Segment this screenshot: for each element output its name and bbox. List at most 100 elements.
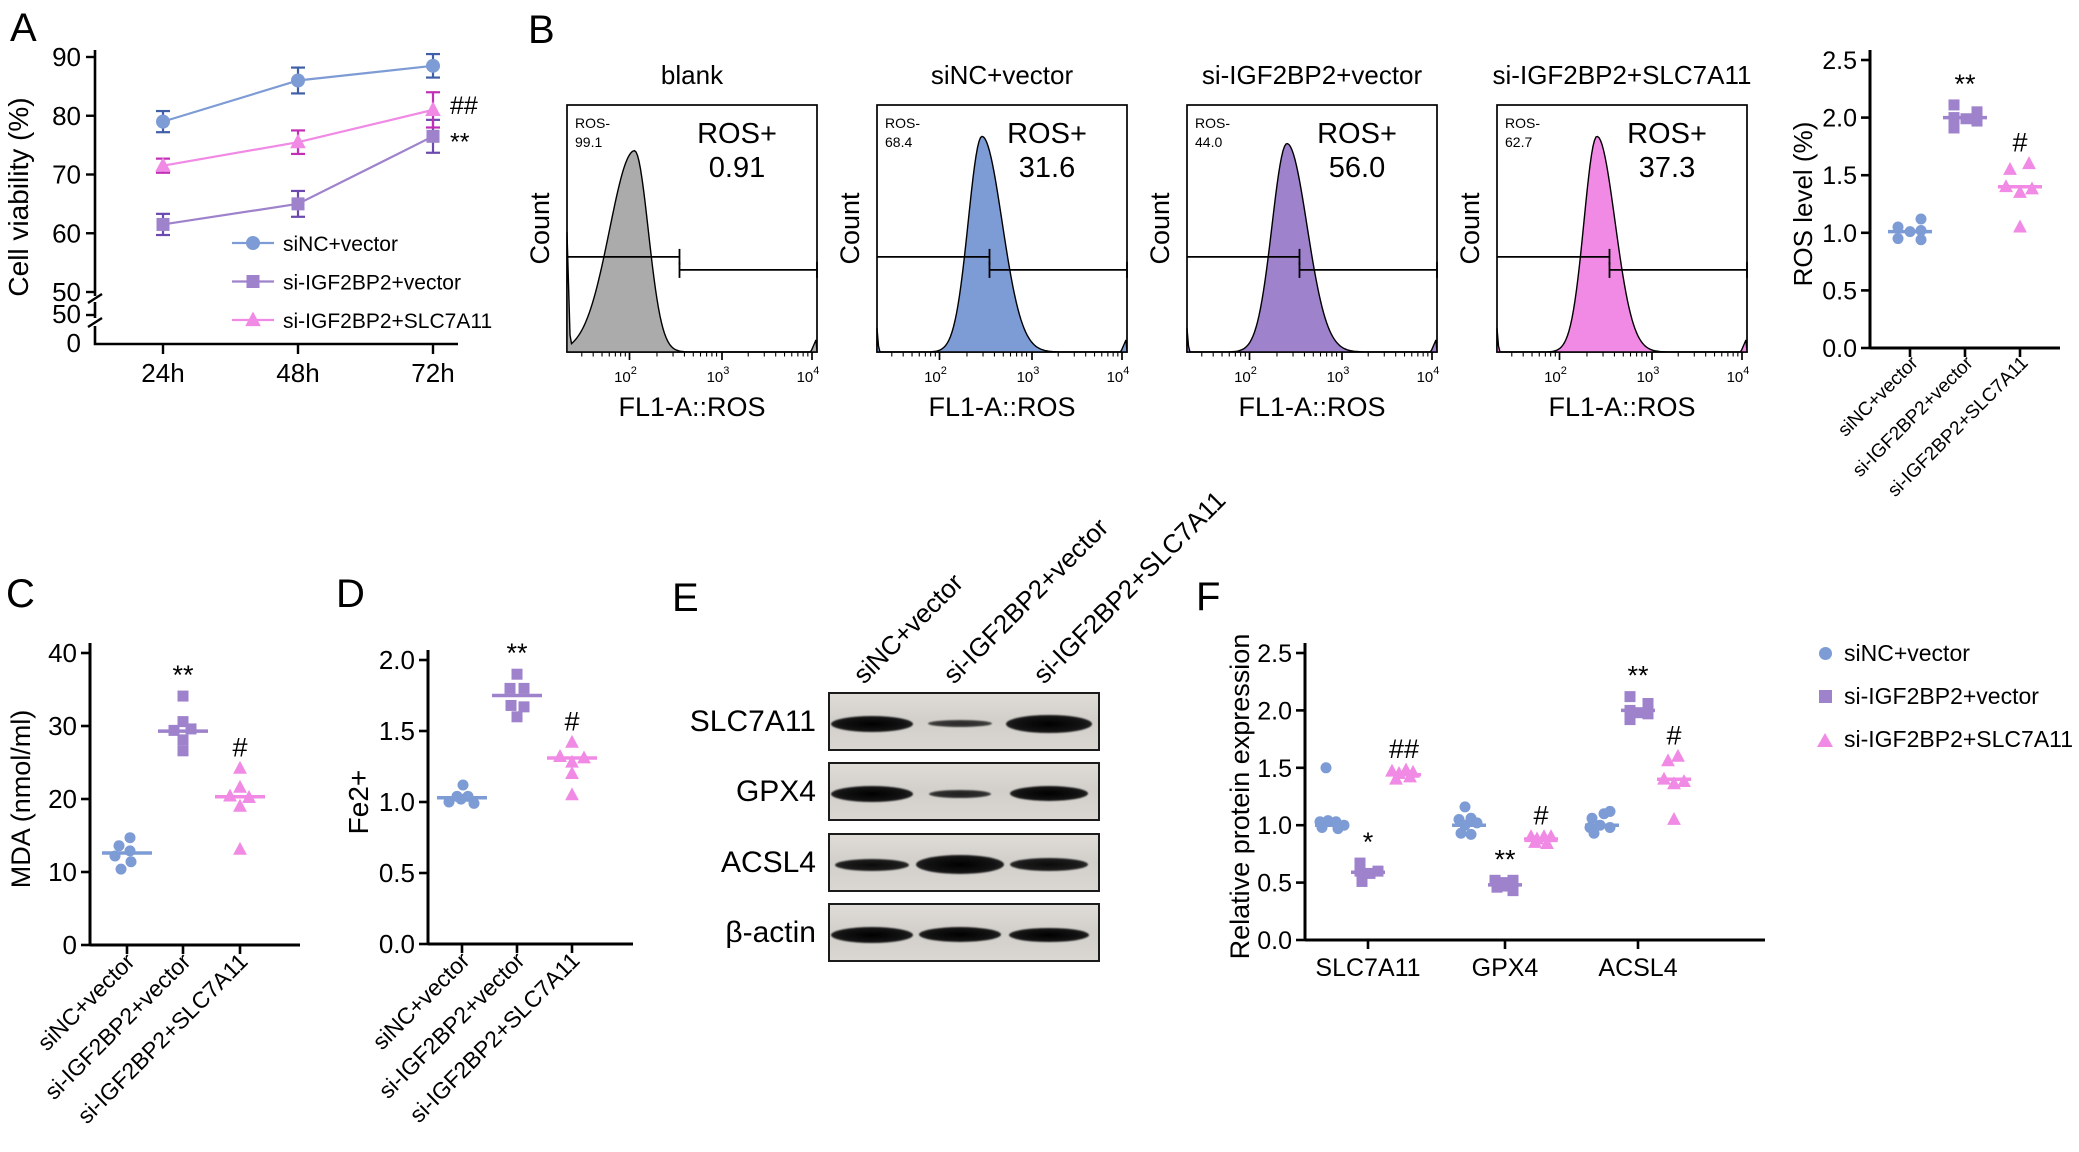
data-point-marker [504, 682, 516, 694]
data-point-marker [1588, 827, 1600, 839]
data-point-marker [565, 766, 579, 779]
legend-item-sinc-vector: siNC+vector [1806, 632, 2073, 675]
data-point-marker [1634, 707, 1646, 719]
data-point-marker [577, 750, 591, 764]
axis [93, 50, 458, 346]
y-tick-label: 2.0 [379, 645, 415, 675]
data-point-marker [185, 723, 197, 735]
ros-positive-label: ROS+ [1317, 118, 1397, 150]
ros-positive-label: ROS+ [697, 118, 777, 150]
x-tick-label: 103 [707, 365, 730, 386]
data-point-marker [1642, 708, 1654, 720]
data-point-marker [1356, 875, 1368, 887]
data-point-marker [177, 716, 189, 728]
flow-histogram-igf2bp2-slc7a11: si-IGF2BP2+SLC7A11 ROS- 62.7 ROS+37.3 102 103… [1455, 60, 1751, 422]
data-point-marker [1507, 885, 1519, 897]
y-tick-label: 50 [52, 299, 81, 329]
x-axis-title: FL1-A::ROS [928, 392, 1075, 422]
protein-band [928, 720, 992, 727]
x-axis-title: FL1-A::ROS [618, 392, 765, 422]
legend-label: siNC+vector [1844, 640, 1970, 666]
flow-histogram-igf2bp2-vector: si-IGF2BP2+vector ROS- 44.0 ROS+56.0 102 103 1… [1145, 60, 1439, 422]
significance-annotation: # [1666, 720, 1681, 750]
significance-annotation: ** [1627, 661, 1649, 691]
data-point-marker [1948, 112, 1960, 124]
y-tick-label: 90 [52, 42, 81, 72]
data-point-marker [2013, 219, 2027, 233]
data-point-marker [1624, 691, 1636, 703]
data-point-marker [443, 796, 455, 808]
data-point-marker [177, 745, 189, 757]
ros-negative-value: 62.7 [1505, 134, 1532, 150]
data-point-marker [1540, 836, 1554, 849]
ros-negative-value: 99.1 [575, 134, 602, 150]
legend-label: siNC+vector [283, 233, 398, 256]
y-tick-label: 0.0 [379, 929, 415, 959]
y-tick-label: 80 [52, 101, 81, 131]
y-tick-label: 70 [52, 160, 81, 190]
data-point-marker [245, 311, 261, 327]
panel-f-letter: F [1196, 575, 1221, 619]
data-point-marker [1604, 805, 1616, 817]
data-point-marker [1465, 828, 1477, 840]
data-point-marker [1455, 827, 1467, 839]
data-point-marker [1999, 179, 2013, 193]
y-axis-title: Cell viability (%) [3, 97, 34, 296]
data-point-marker [242, 790, 256, 803]
legend-label: si-IGF2BP2+vector [283, 272, 461, 295]
ros-positive-value: 31.6 [1019, 152, 1075, 184]
x-tick-label: 102 [1234, 365, 1257, 386]
panel-c-letter: C [6, 572, 35, 616]
protein-band [919, 927, 1001, 942]
significance-annotation: ** [450, 128, 470, 156]
data-point-marker [155, 157, 171, 172]
y-tick-label: 0 [67, 328, 81, 358]
data-point-marker [457, 779, 469, 791]
axis-break-mark [87, 316, 103, 329]
data-point-marker [291, 197, 305, 211]
data-point-marker [1501, 880, 1513, 892]
data-point-marker [1372, 865, 1384, 877]
x-tick-label: 103 [1327, 365, 1350, 386]
significance-annotation: * [1363, 827, 1374, 857]
data-point-marker [2022, 156, 2036, 170]
blot-box-β-actin [828, 903, 1100, 962]
blot-box-ACSL4 [828, 833, 1100, 892]
data-point-marker [518, 682, 530, 694]
western-blot-images [828, 692, 1100, 962]
triangle-marker-icon [1806, 732, 1844, 747]
data-point-marker [468, 797, 480, 809]
data-point-marker [1667, 776, 1681, 790]
legend-label: si-IGF2BP2+SLC7A11 [283, 310, 492, 333]
y-tick-label: 0.0 [1257, 927, 1292, 955]
panel-b-letter: B [528, 8, 555, 52]
y-axis-title: Count [1455, 192, 1485, 265]
y-tick-label: 2.5 [1822, 47, 1857, 75]
histogram-title: blank [661, 60, 724, 90]
legend-label: si-IGF2BP2+SLC7A11 [1844, 726, 2074, 752]
y-tick-label: 2.0 [1822, 105, 1857, 133]
protein-band [831, 715, 913, 732]
blot-row-label-acsl4: ACSL4 [720, 846, 816, 879]
y-axis-title: Count [525, 192, 555, 265]
histogram-title: si-IGF2BP2+vector [1202, 60, 1423, 90]
data-point-marker [125, 856, 137, 868]
data-point-marker [1677, 774, 1691, 787]
data-point-marker [1624, 714, 1636, 726]
ros-positive-value: 0.91 [709, 152, 765, 184]
significance-annotation: ** [1954, 69, 1976, 99]
histogram-curve [566, 149, 818, 353]
data-point-marker [156, 217, 170, 231]
data-point-marker [1948, 122, 1960, 134]
data-point-marker [553, 749, 567, 762]
y-tick-label: 1.0 [1822, 220, 1857, 248]
y-tick-label: 0.5 [1257, 870, 1292, 898]
ros-negative-value: 68.4 [885, 134, 912, 150]
data-point-marker [505, 699, 517, 711]
x-tick-label: 103 [1637, 365, 1660, 386]
data-point-marker [246, 236, 260, 250]
